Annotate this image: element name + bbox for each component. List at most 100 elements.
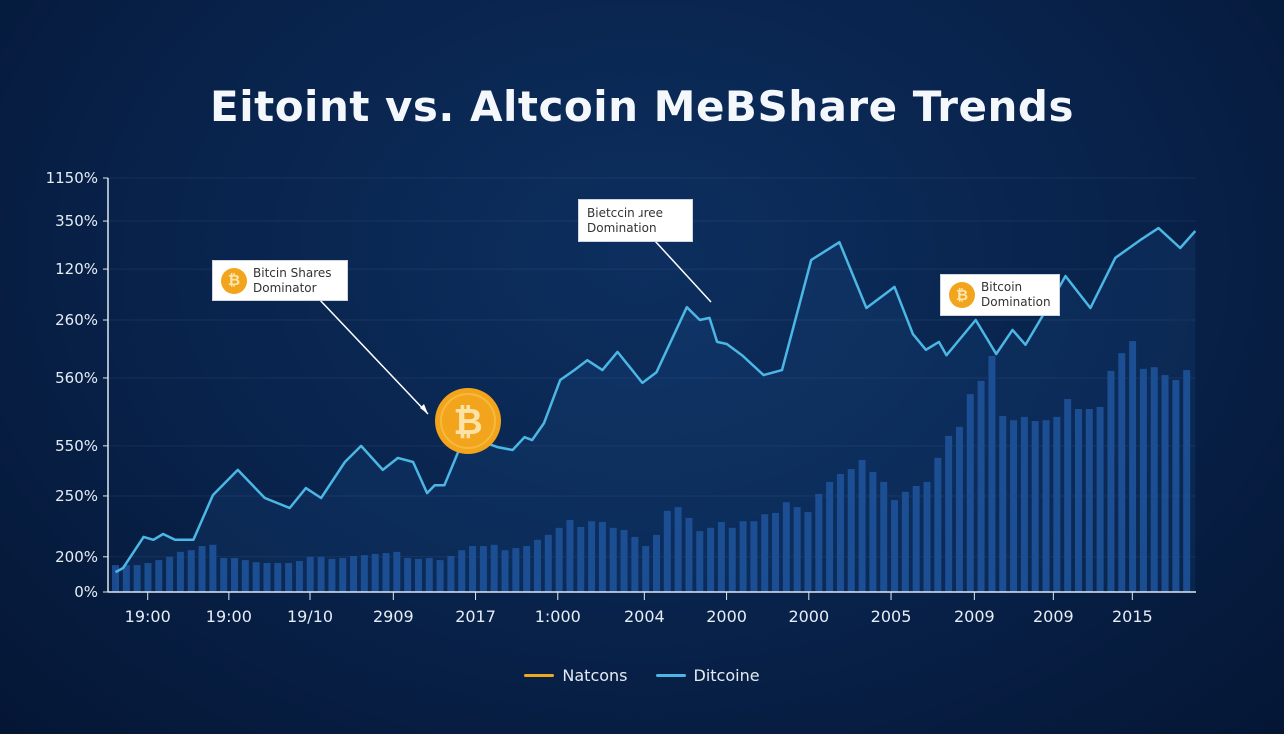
bar (858, 459, 866, 592)
bar (1096, 406, 1104, 592)
bar (209, 544, 217, 592)
bar (512, 548, 520, 592)
bar (739, 521, 747, 592)
bar (588, 521, 596, 592)
bar (317, 556, 325, 592)
bar (220, 558, 228, 592)
bitcoin-icon: ₿ (221, 267, 247, 294)
bar (479, 546, 487, 592)
bar (1010, 420, 1018, 592)
bar (285, 563, 293, 592)
bar (306, 556, 314, 592)
bar (642, 546, 650, 592)
legend: Natcons Ditcoine (0, 666, 1284, 685)
legend-item-natcons[interactable]: Natcons (524, 666, 628, 685)
annotation-box-2: Bietccin ɹree Domination (578, 199, 693, 242)
bar (371, 553, 379, 592)
annotation-text: Bitcoin (981, 280, 1023, 294)
bar (793, 507, 801, 592)
bar (263, 563, 271, 592)
bar (490, 544, 498, 592)
bar (815, 493, 823, 592)
bar (577, 527, 585, 592)
x-tick-label: 2015 (1112, 607, 1153, 626)
bar (144, 563, 152, 592)
annotation-text: Bietccin ɹree (587, 205, 664, 220)
annotation-text: Domination (587, 220, 657, 235)
bar (869, 471, 877, 592)
bar (339, 558, 347, 592)
bar (1020, 416, 1028, 592)
bar (945, 435, 953, 592)
y-tick-label: 350% (55, 212, 98, 230)
bar (955, 426, 963, 592)
bar (382, 553, 390, 592)
bar (393, 551, 401, 592)
x-tick-label: 2009 (1033, 607, 1074, 626)
bar (966, 394, 974, 592)
y-tick-label: 560% (55, 369, 98, 387)
x-tick-label: 2017 (455, 607, 496, 626)
x-tick-label: 2009 (954, 607, 995, 626)
bar (1161, 375, 1169, 592)
annotation-box-3: ₿ Bitcoin Domination (940, 274, 1060, 316)
bar (252, 562, 260, 592)
bar (544, 534, 552, 592)
bar (1118, 353, 1126, 592)
bar (631, 536, 639, 592)
bar (880, 481, 888, 592)
legend-swatch-icon (524, 674, 555, 677)
annotation-box-1: ₿ Bitcin Shares Dominator (212, 260, 348, 301)
bar (1042, 420, 1050, 592)
legend-item-ditcoine[interactable]: Ditcoine (655, 666, 760, 685)
bar (566, 519, 574, 592)
bar (1053, 416, 1061, 592)
bar (295, 560, 303, 592)
x-tick-label: 2909 (373, 607, 414, 626)
bar (360, 555, 368, 592)
bar (231, 558, 239, 592)
bar (912, 486, 920, 592)
bar (750, 521, 758, 592)
bar (447, 555, 455, 592)
bar (696, 531, 704, 592)
annotation-pointer-1 (317, 297, 429, 415)
bar (155, 560, 163, 592)
y-axis-ticks: 1150% 350% 120% 260% 560% 550% 250% 200% 0% (46, 169, 108, 601)
x-tick-label: 19/10 (287, 607, 333, 626)
line-path (114, 226, 1197, 574)
arrowhead-icon (420, 404, 428, 414)
bar (1139, 368, 1147, 592)
annotation-text: Bitcin Shares (253, 265, 332, 280)
bitcoin-icon: ₿ (949, 282, 975, 308)
bar (122, 565, 130, 592)
bar (1074, 409, 1082, 592)
x-tick-label: 2000 (706, 607, 747, 626)
bar (826, 481, 834, 592)
y-tick-label: 550% (55, 437, 98, 455)
x-tick-label: 2004 (624, 607, 665, 626)
bar (241, 560, 249, 592)
x-tick-label: 2005 (871, 607, 912, 626)
line-area (115, 228, 1196, 592)
x-tick-label: 1:000 (535, 607, 581, 626)
bar (350, 555, 358, 592)
bar (166, 556, 174, 592)
annotation-text: Domination (981, 295, 1051, 309)
bar (533, 539, 541, 592)
bar (328, 558, 336, 592)
axes (107, 178, 1196, 593)
legend-label: Natcons (562, 666, 628, 685)
y-tick-label: 120% (55, 260, 98, 278)
bar (1107, 370, 1115, 592)
bar (133, 565, 141, 592)
bar (1085, 409, 1093, 592)
bar (425, 558, 433, 592)
bar (112, 565, 119, 592)
bar (1064, 399, 1072, 592)
y-tick-label: 0% (74, 583, 98, 601)
bar (469, 546, 477, 592)
line-area-fill (115, 228, 1196, 592)
x-tick-label: 2000 (788, 607, 829, 626)
